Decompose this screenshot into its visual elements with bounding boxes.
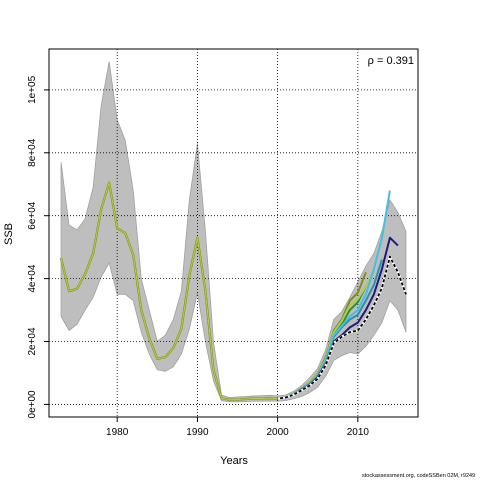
- x-tick-label-2: 2000: [266, 427, 289, 438]
- y-tick-label-5: 1e+05: [27, 75, 38, 104]
- series-layer: [59, 181, 408, 401]
- confidence-band: [60, 61, 407, 403]
- grid-layer: [49, 49, 418, 417]
- rho-annotation: ρ = 0.391: [368, 55, 414, 67]
- x-tick-label-1: 1990: [186, 427, 209, 438]
- y-tick-label-0: 0e+00: [27, 390, 38, 419]
- footer-credit: stockassessment.org, codeSSBen 02M, r924…: [362, 473, 476, 479]
- y-tick-label-1: 2e+04: [27, 327, 38, 356]
- y-tick-label-3: 6e+04: [27, 201, 38, 230]
- x-tick-label-0: 1980: [106, 427, 129, 438]
- y-tick-label-4: 8e+04: [27, 138, 38, 167]
- y-tick-label-2: 4e+04: [27, 264, 38, 293]
- x-axis-label: Years: [220, 455, 248, 467]
- plot-frame: [48, 48, 419, 418]
- confidence-band-layer: [60, 61, 407, 403]
- x-tick-label-3: 2010: [347, 427, 370, 438]
- x-axis: 1980 1990 2000 2010: [106, 417, 369, 438]
- historic-line-inner: [60, 182, 278, 401]
- y-axis-label: SSB: [3, 223, 15, 245]
- y-axis: 0e+00 2e+04 4e+04 6e+04 8e+04 1e+05: [27, 75, 49, 418]
